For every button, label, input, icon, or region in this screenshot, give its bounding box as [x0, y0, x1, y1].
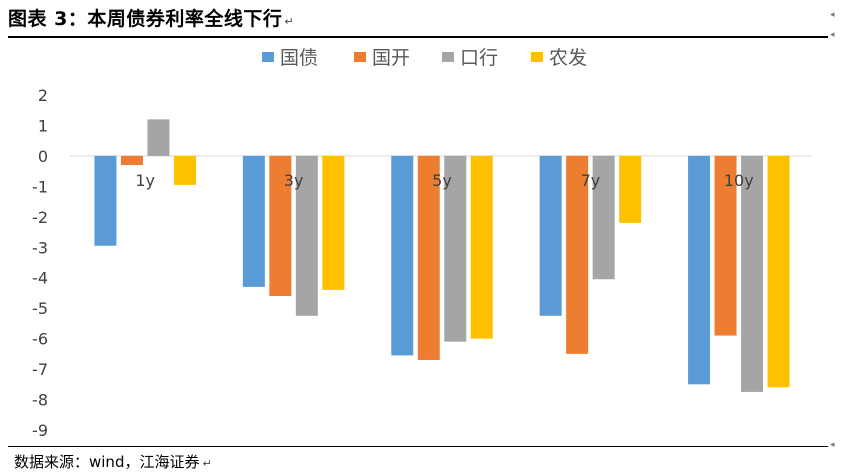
title-rule: [8, 36, 828, 38]
legend-swatch: [442, 52, 454, 62]
bar: [688, 155, 711, 385]
figure-title: 图表 3：本周债券利率全线下行 ↵: [8, 4, 294, 31]
source-note: 数据来源：wind，江海证券 ↵: [14, 451, 212, 472]
y-tick-label: -2: [32, 208, 48, 227]
x-tick-label: 3y: [284, 171, 304, 190]
y-tick-label: 2: [38, 86, 48, 105]
bar: [767, 155, 790, 388]
bar: [295, 155, 318, 316]
x-tick-label: 1y: [135, 171, 155, 190]
legend-label: 国债: [280, 47, 318, 69]
bar: [120, 155, 143, 166]
source-rule: [8, 446, 828, 447]
corner-mark-icon: ◂: [830, 10, 835, 20]
figure-title-text: 图表 3：本周债券利率全线下行: [8, 8, 283, 30]
y-tick-label: -1: [32, 177, 48, 196]
legend-label: 口行: [460, 47, 498, 69]
bar: [94, 155, 117, 246]
bar: [470, 155, 493, 339]
legend-label: 农发: [549, 47, 587, 69]
legend-swatch: [354, 52, 366, 62]
y-tick-label: -5: [32, 299, 48, 318]
corner-mark-icon: ◂: [830, 440, 835, 450]
y-tick-label: -8: [32, 391, 48, 410]
source-text: 数据来源：wind，江海证券: [14, 453, 200, 471]
y-tick-label: -4: [32, 269, 48, 288]
y-tick-label: -9: [32, 421, 48, 440]
bar: [592, 155, 615, 280]
legend-swatch: [262, 52, 274, 62]
legend-label: 国开: [372, 47, 410, 69]
bar: [444, 155, 467, 342]
x-tick-label: 10y: [724, 171, 754, 190]
bar: [269, 155, 292, 296]
x-tick-label: 7y: [581, 171, 601, 190]
y-tick-label: -3: [32, 238, 48, 257]
bar: [391, 155, 414, 356]
bar: [173, 155, 196, 185]
bar: [147, 119, 170, 156]
bar: [417, 155, 440, 360]
bar: [322, 155, 345, 290]
bar: [242, 155, 265, 287]
bar: [566, 155, 589, 354]
legend-swatch: [531, 52, 543, 62]
return-mark-icon: ↵: [202, 457, 212, 470]
y-tick-label: 0: [38, 147, 48, 166]
bar: [741, 155, 764, 392]
y-tick-label: -7: [32, 360, 48, 379]
y-tick-label: 1: [38, 116, 48, 135]
return-mark-icon: ↵: [284, 15, 295, 28]
corner-mark-icon: ◂: [830, 30, 835, 40]
bar: [714, 155, 737, 336]
y-tick-label: -6: [32, 330, 48, 349]
bar: [619, 155, 642, 223]
bar: [539, 155, 562, 316]
x-tick-label: 5y: [432, 171, 452, 190]
